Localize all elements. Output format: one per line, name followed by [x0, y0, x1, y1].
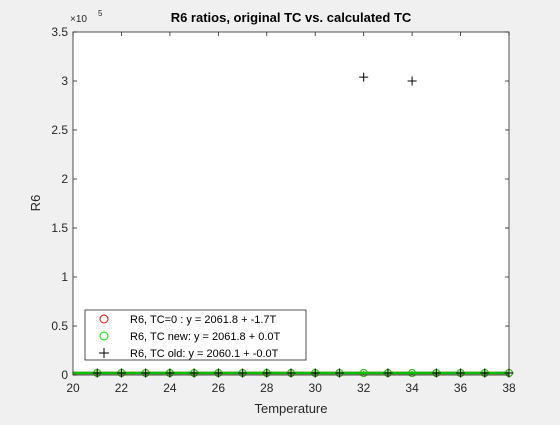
y-tick-label: 0 — [61, 368, 68, 382]
x-tick-label: 30 — [309, 381, 323, 395]
legend-entry-tc0: R6, TC=0 : y = 2061.8 + -1.7T — [130, 314, 277, 326]
y-tick-label: 2.5 — [51, 123, 68, 137]
x-axis-label: Temperature — [255, 401, 328, 416]
chart-title: R6 ratios, original TC vs. calculated TC — [171, 10, 412, 25]
y-exponent-label: ×10 — [70, 14, 87, 25]
x-tick-label: 22 — [115, 381, 129, 395]
y-axis-label: R6 — [28, 195, 43, 212]
x-tick-label: 26 — [212, 381, 226, 395]
x-tick-label: 24 — [163, 381, 177, 395]
y-tick-label: 2 — [61, 172, 68, 186]
legend-entry-tc-new: R6, TC new: y = 2061.8 + 0.0T — [130, 331, 280, 343]
y-tick-label: 3 — [61, 74, 68, 88]
x-tick-label: 32 — [357, 381, 371, 395]
legend-entry-tc-old: R6, TC old: y = 2060.1 + -0.0T — [130, 348, 279, 360]
y-tick-label: 1 — [61, 270, 68, 284]
x-tick-label: 20 — [66, 381, 80, 395]
y-tick-label: 3.5 — [51, 25, 68, 39]
x-tick-label: 34 — [405, 381, 419, 395]
y-tick-label: 0.5 — [51, 319, 68, 333]
x-tick-label: 38 — [502, 381, 516, 395]
x-tick-label: 28 — [260, 381, 274, 395]
legend: R6, TC=0 : y = 2061.8 + -1.7T R6, TC new… — [85, 310, 306, 360]
y-exponent-power: 5 — [98, 9, 103, 18]
y-tick-label: 1.5 — [51, 221, 68, 235]
x-tick-label: 36 — [454, 381, 468, 395]
